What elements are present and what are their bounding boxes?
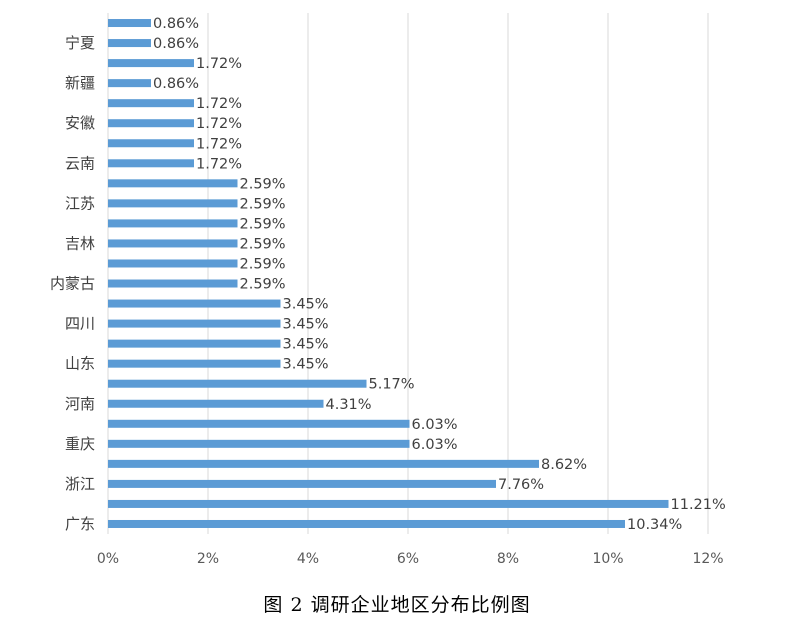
bar [108,159,194,168]
data-label: 1.72% [196,136,242,152]
data-label: 5.17% [369,377,415,393]
bar [108,119,194,128]
bar [108,279,238,288]
bar [108,339,281,348]
data-label: 3.45% [283,357,329,373]
data-label: 2.59% [240,236,286,252]
data-label: 1.72% [196,156,242,172]
data-label: 6.03% [412,437,458,453]
bar [108,499,669,508]
category-label: 新疆 [65,74,95,92]
data-label: 3.45% [283,317,329,333]
data-label: 3.45% [283,297,329,313]
bar-chart: 0% 2% 4% 6% 8% 10% 12% 10.34% 广东 11.21% 7.76% 浙江 8.6… [50,13,726,567]
bar [108,319,281,328]
data-label: 8.62% [541,457,587,473]
data-label: 2.59% [240,216,286,232]
x-tick-label: 2% [197,551,219,567]
x-tick-label: 4% [297,551,319,567]
x-tick-label: 6% [397,551,419,567]
category-label: 安徽 [65,114,95,132]
data-label: 6.03% [412,417,458,433]
data-label: 7.76% [498,477,544,493]
category-label: 江苏 [65,194,95,212]
bar [108,359,281,368]
bar [108,139,194,148]
category-label: 河南 [65,395,95,413]
category-label: 重庆 [65,435,95,453]
bar [108,19,151,28]
bar [108,439,410,448]
bar [108,239,238,248]
bar [108,219,238,228]
bar [108,179,238,188]
data-label: 0.86% [153,76,199,92]
x-tick-label: 10% [592,551,623,567]
bar [108,259,238,268]
category-label: 山东 [65,355,95,373]
category-label: 浙江 [65,475,95,493]
data-label: 3.45% [283,337,329,353]
category-label: 广东 [65,515,95,533]
bar [108,479,496,488]
data-label: 2.59% [240,196,286,212]
x-tick-label: 8% [497,551,519,567]
bar [108,99,194,108]
data-label: 2.59% [240,176,286,192]
category-label: 四川 [65,315,95,333]
figure-caption: 图 2 调研企业地区分布比例图 [263,594,531,616]
data-label: 1.72% [196,116,242,132]
x-tick-label: 0% [97,551,119,567]
category-label: 吉林 [65,234,95,252]
bar [108,59,194,68]
data-label: 2.59% [240,256,286,272]
bar [108,39,151,48]
bar [108,399,324,408]
data-label: 0.86% [153,36,199,52]
x-tick-label: 12% [692,551,723,567]
data-label: 0.86% [153,16,199,32]
data-label: 1.72% [196,56,242,72]
data-label: 2.59% [240,277,286,293]
data-label: 11.21% [671,497,726,513]
bar [108,299,281,308]
bar [108,459,539,468]
bar [108,519,625,528]
category-label: 云南 [65,154,95,172]
bar [108,199,238,208]
data-label: 4.31% [326,397,372,413]
bar [108,379,367,388]
bar [108,79,151,88]
category-label: 宁夏 [65,34,95,52]
data-label: 10.34% [627,517,682,533]
data-label: 1.72% [196,96,242,112]
bar [108,419,410,428]
category-label: 内蒙古 [50,275,95,293]
